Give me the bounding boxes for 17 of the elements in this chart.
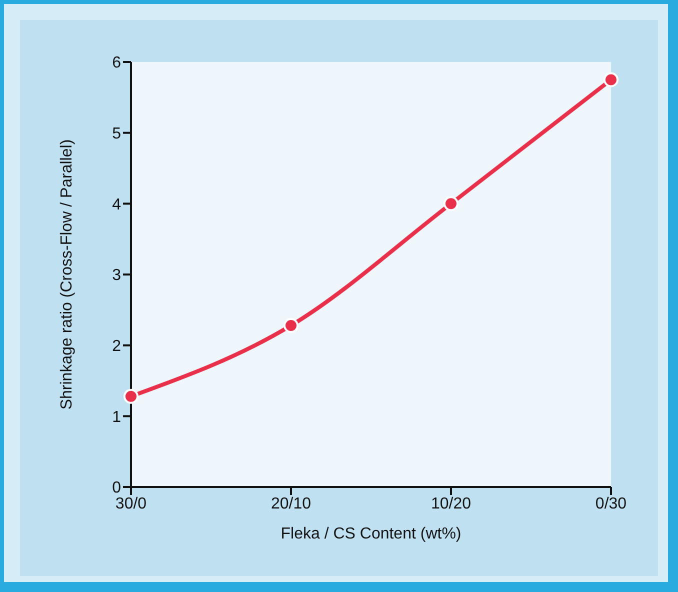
x-tick-label: 10/20 — [430, 495, 472, 512]
x-tick-label: 30/0 — [115, 495, 147, 512]
y-axis-title: Shrinkage ratio (Cross-Flow / Parallel) — [58, 139, 76, 410]
point — [444, 196, 458, 212]
x-tick-label: 20/10 — [270, 495, 312, 512]
y-tick-label: 3 — [112, 267, 122, 284]
x-axis-title: Fleka / CS Content (wt%) — [280, 525, 462, 542]
y-tick-label: 1 — [112, 408, 122, 426]
point — [604, 72, 618, 88]
y-tick-label: 5 — [112, 126, 122, 143]
y-tick-label: 2 — [112, 338, 122, 356]
point — [284, 318, 298, 333]
y-tick-label: 4 — [112, 196, 122, 214]
point — [124, 388, 138, 404]
y-tick-label: 6 — [112, 54, 122, 72]
y-tick-label: 0 — [112, 480, 122, 497]
x-tick-label: 0/30 — [595, 495, 627, 512]
